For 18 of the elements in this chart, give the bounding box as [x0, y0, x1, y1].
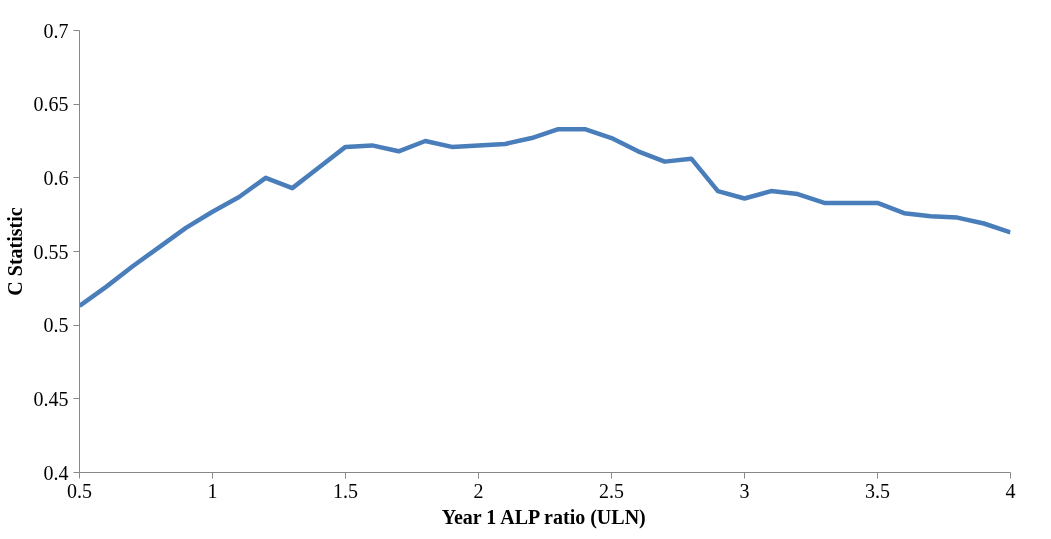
x-tick-label: 3: [739, 479, 750, 502]
line-series: [79, 126, 1011, 309]
y-tick-label: 0.7: [43, 19, 69, 42]
x-tick-label: 2: [473, 479, 484, 502]
y-tick-label: 0.5: [43, 314, 69, 337]
y-tick-label: 0.65: [33, 93, 69, 116]
x-tick-label: 3.5: [865, 479, 890, 502]
x-tick-label: 1: [207, 479, 218, 502]
y-axis-title: C Statistic: [3, 207, 26, 296]
y-tick-label: 0.4: [43, 461, 69, 484]
y-tick-label: 0.6: [43, 166, 69, 189]
x-tick-label: 4: [1005, 479, 1016, 502]
x-tick-label: 2.5: [599, 479, 624, 502]
x-tick-label: 1.5: [333, 479, 358, 502]
x-tick-label: 0.5: [67, 479, 92, 502]
y-tick-label: 0.55: [33, 240, 69, 263]
x-axis-title: Year 1 ALP ratio (ULN): [441, 505, 646, 529]
y-tick-label: 0.45: [33, 387, 69, 410]
